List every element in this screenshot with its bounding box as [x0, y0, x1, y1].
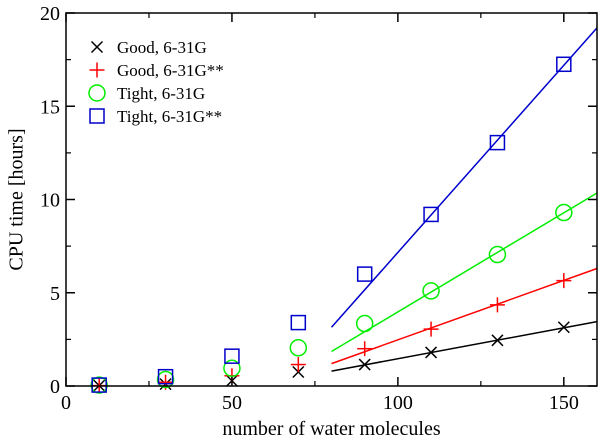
legend-label: Good, 6-31G** [117, 61, 224, 80]
data-point [425, 346, 438, 359]
legend-item: Good, 6-31G** [89, 61, 224, 80]
ticks-layer: 0 50 100 150 0 5 10 15 20 [40, 3, 597, 414]
series-1 [91, 267, 598, 394]
data-point [489, 297, 505, 313]
data-point [223, 359, 241, 378]
marker-stroke [557, 321, 570, 334]
data-point [290, 314, 307, 331]
y-tick-label: 15 [40, 96, 60, 118]
series-layer [90, 27, 598, 394]
data-point [555, 203, 573, 222]
legend-marker [90, 40, 104, 54]
data-point [556, 273, 572, 289]
legend-label: Tight, 6-31G** [117, 107, 222, 126]
data-point [224, 348, 240, 364]
data-point [289, 339, 308, 357]
fit-line [331, 192, 598, 353]
x-tick-label: 0 [61, 392, 71, 414]
y-axis-title: CPU time [hours] [6, 128, 28, 270]
y-tick-label: 0 [50, 376, 60, 398]
marker-stroke [358, 358, 371, 371]
data-point [357, 341, 373, 357]
legend-marker [89, 62, 105, 78]
x-axis-title: number of water molecules [222, 418, 440, 440]
data-point [157, 368, 174, 385]
legend-label: Good, 6-31G [117, 38, 207, 57]
y-tick-label: 20 [40, 3, 60, 25]
data-point [423, 321, 439, 337]
series-2 [90, 192, 598, 394]
data-point [91, 377, 107, 393]
y-tick-label: 10 [40, 190, 60, 212]
data-point [423, 206, 439, 223]
y-tick-label: 5 [50, 283, 60, 305]
marker-stroke [90, 40, 104, 54]
data-point [358, 358, 371, 371]
legend-marker [89, 108, 105, 124]
data-point [556, 56, 572, 73]
data-point [355, 314, 374, 333]
marker-stroke [491, 334, 504, 347]
data-point [491, 334, 504, 347]
fit-line [330, 27, 598, 328]
x-tick-label: 100 [383, 392, 413, 414]
data-point [422, 282, 440, 300]
legend-marker [88, 84, 106, 102]
data-point [488, 245, 507, 264]
data-point [156, 370, 175, 389]
legend-item: Tight, 6-31G [88, 84, 205, 103]
x-tick-label: 150 [549, 392, 579, 414]
fit-line [331, 320, 598, 372]
marker-stroke [425, 346, 438, 359]
series-3 [91, 27, 598, 393]
data-point [90, 376, 108, 394]
data-point [489, 134, 506, 151]
legend-label: Tight, 6-31G [117, 84, 205, 103]
legend-item: Tight, 6-31G** [89, 107, 222, 126]
legend-item: Good, 6-31G [90, 38, 207, 57]
fit-line [331, 267, 598, 365]
data-point [557, 321, 570, 334]
x-tick-label: 50 [222, 392, 242, 414]
data-point [290, 357, 306, 373]
series-0 [93, 320, 598, 392]
data-point [356, 266, 373, 282]
legend: Good, 6-31G Good, 6-31G** Tight, 6-31G Tigh… [88, 38, 224, 126]
